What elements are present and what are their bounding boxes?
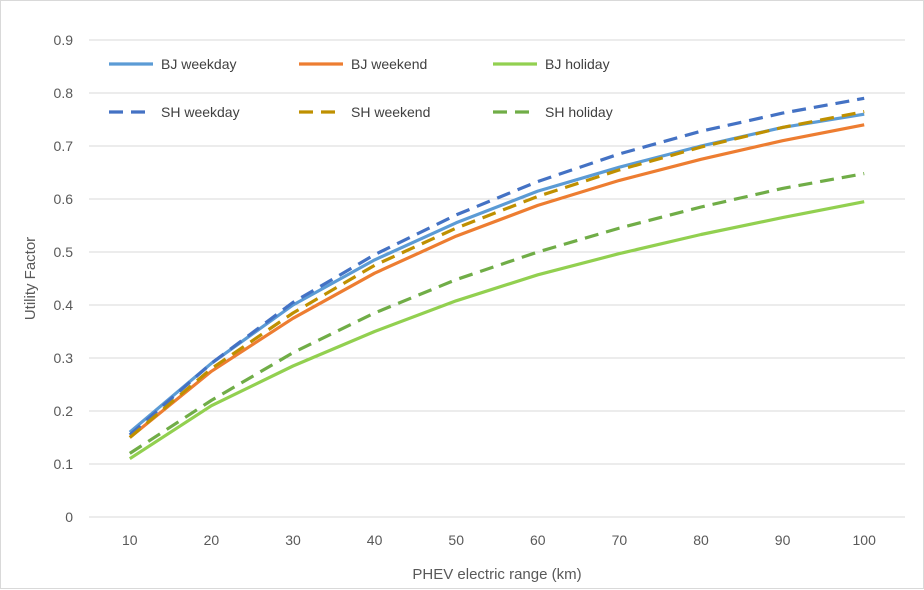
legend-label-bj-holiday: BJ holiday [545, 56, 610, 72]
y-tick-label: 0.7 [54, 138, 74, 154]
x-tick-label: 90 [775, 532, 791, 548]
legend-label-sh-weekend: SH weekend [351, 104, 430, 120]
y-tick-label: 0.6 [54, 191, 74, 207]
series-line-sh-holiday [128, 172, 865, 455]
series-lines [128, 96, 865, 461]
x-tick-label: 100 [853, 532, 877, 548]
series-line-sh-weekday [128, 96, 865, 437]
y-tick-label: 0 [65, 509, 73, 525]
series-line-sh-weekend [128, 110, 865, 439]
series-line-bj-holiday [128, 200, 865, 461]
x-axis-tick-labels: 10 20 30 40 50 60 70 80 90 100 [122, 532, 876, 548]
legend-label-bj-weekend: BJ weekend [351, 56, 427, 72]
legend: BJ weekday BJ weekend BJ holiday SH weekday… [109, 56, 613, 120]
x-axis-title: PHEV electric range (km) [412, 566, 581, 583]
series-line-bj-weekend [128, 123, 865, 439]
y-axis-tick-labels: 0 0.1 0.2 0.3 0.4 0.5 0.6 0.7 0.8 0.9 [54, 32, 74, 525]
y-tick-label: 0.3 [54, 350, 74, 366]
y-tick-label: 0.8 [54, 85, 74, 101]
gridlines [89, 39, 905, 518]
y-tick-label: 0.1 [54, 456, 74, 472]
legend-label-bj-weekday: BJ weekday [161, 56, 236, 72]
y-axis-title: Utility Factor [22, 237, 39, 320]
x-tick-label: 50 [448, 532, 464, 548]
x-tick-label: 20 [204, 532, 220, 548]
legend-label-sh-holiday: SH holiday [545, 104, 613, 120]
y-tick-label: 0.5 [54, 244, 74, 260]
x-tick-label: 10 [122, 532, 138, 548]
x-tick-label: 60 [530, 532, 546, 548]
y-tick-label: 0.4 [54, 297, 74, 313]
x-tick-label: 40 [367, 532, 383, 548]
x-tick-label: 30 [285, 532, 301, 548]
x-tick-label: 70 [612, 532, 628, 548]
y-tick-label: 0.2 [54, 403, 74, 419]
x-tick-label: 80 [693, 532, 709, 548]
series-line-bj-weekday [128, 112, 865, 434]
legend-label-sh-weekday: SH weekday [161, 104, 240, 120]
y-tick-label: 0.9 [54, 32, 74, 48]
